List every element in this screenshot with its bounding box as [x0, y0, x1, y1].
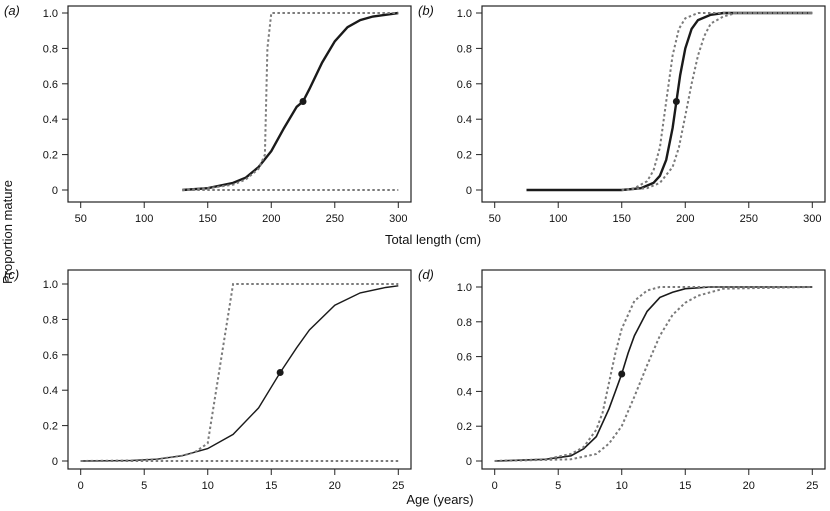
x-tick-label: 20 — [329, 480, 341, 492]
panel-4: (d) 0 0.2 0.4 0.6 0.8 1.0 0 5 10 15 20 25 — [418, 267, 826, 492]
panel-3: (c) 0 0.2 0.4 0.6 0.8 1.0 0 5 10 15 20 25 — [4, 267, 412, 492]
midpoint-marker — [618, 370, 626, 378]
x-tick-label: 10 — [616, 480, 628, 492]
x-tick-label: 15 — [265, 480, 277, 492]
x-tick-label: 200 — [676, 213, 694, 225]
x-tick-label: 50 — [75, 213, 87, 225]
y-tick-label: 0.6 — [457, 352, 472, 364]
x-tick-label: 250 — [740, 213, 758, 225]
panel-label: (c) — [4, 267, 19, 282]
y-tick-label: 0.4 — [43, 385, 58, 397]
fitted-curve — [526, 11, 813, 192]
x-tick-label: 300 — [389, 213, 407, 225]
x-tick-label: 200 — [262, 213, 280, 225]
y-tick-label: 0 — [52, 185, 58, 197]
y-tick-label: 1.0 — [457, 282, 472, 294]
confidence-bound-lower — [494, 286, 813, 462]
panels: (a)00.20.40.60.81.050 100 150 200 250 300(b)0… — [4, 3, 826, 492]
x-axis-label-length: Total length (cm) — [385, 232, 481, 247]
y-tick-label: 0.8 — [457, 317, 472, 329]
y-tick-label: 0.4 — [457, 114, 472, 126]
y-tick-label: 0.6 — [43, 79, 58, 91]
panel-label: (b) — [418, 3, 434, 18]
x-tick-label: 5 — [141, 480, 147, 492]
x-tick-label: 25 — [392, 480, 404, 492]
y-tick-label: 0.8 — [43, 314, 58, 326]
panel-label: (a) — [4, 3, 20, 18]
x-axis-label-age: Age (years) — [406, 492, 473, 507]
x-tick-label: 100 — [549, 213, 567, 225]
confidence-bound-upper — [80, 283, 399, 462]
x-tick-label: 100 — [135, 213, 153, 225]
fitted-curve — [182, 11, 399, 192]
panel-1: (a) 0 0.2 0.4 0.6 0.8 1.0 50 100 150 200 250 300 — [4, 3, 412, 225]
y-tick-label: 0.6 — [43, 350, 58, 362]
confidence-bound-upper — [182, 12, 399, 191]
x-tick-label: 10 — [202, 480, 214, 492]
plot-frame — [67, 5, 412, 203]
x-tick-label: 150 — [199, 213, 217, 225]
plot-frame — [481, 269, 826, 470]
y-tick-label: 0.8 — [457, 43, 472, 55]
y-tick-label: 0.2 — [43, 150, 58, 162]
y-tick-label: 0.8 — [43, 43, 58, 55]
confidence-bound-lower — [621, 12, 813, 191]
x-tick-label: 20 — [743, 480, 755, 492]
x-tick-label: 0 — [78, 480, 84, 492]
y-axis-label: Proportion mature — [0, 180, 15, 284]
x-tick-label: 0 — [492, 480, 498, 492]
fitted-curve — [80, 285, 399, 462]
y-tick-label: 0.4 — [43, 114, 58, 126]
x-tick-label: 150 — [613, 213, 631, 225]
x-tick-label: 300 — [803, 213, 821, 225]
y-tick-label: 1.0 — [43, 279, 58, 291]
midpoint-marker — [299, 98, 307, 105]
y-tick-label: 1.0 — [43, 8, 58, 20]
y-tick-label: 0.4 — [457, 386, 472, 398]
midpoint-marker — [276, 369, 284, 376]
x-tick-label: 50 — [489, 213, 501, 225]
y-tick-label: 0 — [52, 456, 58, 468]
confidence-bound-upper — [621, 12, 813, 191]
y-tick-label: 1.0 — [457, 8, 472, 20]
x-tick-label: 250 — [326, 213, 344, 225]
fitted-curve — [494, 286, 813, 462]
midpoint-marker — [672, 98, 680, 105]
y-tick-label: 0 — [466, 456, 472, 468]
panel-label: (d) — [418, 267, 434, 282]
y-tick-label: 0.2 — [457, 150, 472, 162]
x-tick-label: 5 — [555, 480, 561, 492]
panel-2: (b) 0 0.2 0.4 0.6 0.8 1.0 50 100 150 200 250 300 — [418, 3, 826, 225]
confidence-bound-upper — [494, 286, 813, 462]
y-tick-label: 0.2 — [457, 421, 472, 433]
y-tick-label: 0.2 — [43, 421, 58, 433]
x-tick-label: 15 — [679, 480, 691, 492]
y-tick-label: 0 — [466, 185, 472, 197]
plot-frame — [481, 5, 826, 203]
x-tick-label: 25 — [806, 480, 818, 492]
y-tick-label: 0.6 — [457, 79, 472, 91]
plot-frame — [67, 269, 412, 470]
